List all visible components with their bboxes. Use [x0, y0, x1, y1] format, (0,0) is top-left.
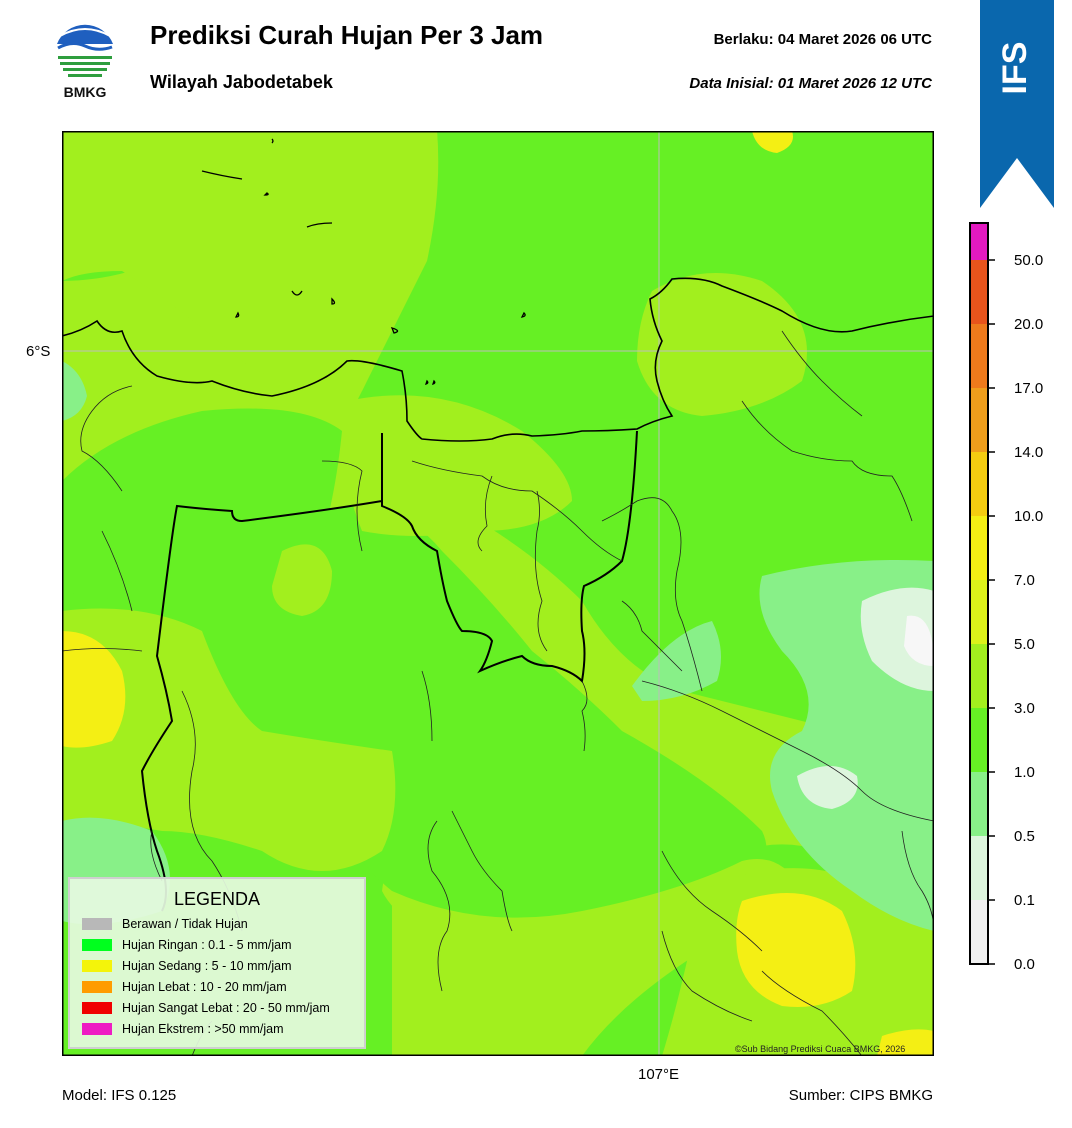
legend-label: Hujan Sangat Lebat : 20 - 50 mm/jam [122, 1001, 330, 1015]
legend-label: Hujan Sedang : 5 - 10 mm/jam [122, 959, 292, 973]
zone-lightgreen-mid [632, 621, 721, 701]
legend-label: Hujan Ringan : 0.1 - 5 mm/jam [122, 938, 292, 952]
colorbar-tick-label: 50.0 [1014, 252, 1043, 269]
legend-item: Hujan Ringan : 0.1 - 5 mm/jam [82, 936, 292, 954]
colorbar-tick-label: 0.0 [1014, 956, 1035, 973]
longitude-label: 107°E [638, 1066, 680, 1083]
zone-yellow-br [736, 893, 856, 1007]
legend-item: Hujan Lebat : 10 - 20 mm/jam [82, 978, 287, 996]
thousand-islands [201, 138, 526, 386]
data-source: Sumber: CIPS BMKG [788, 1087, 933, 1104]
zone-white-right [904, 615, 934, 666]
zone-yellow-corner [877, 1029, 934, 1056]
zone-pale-mid [797, 766, 858, 809]
legend-item: Berawan / Tidak Hujan [82, 915, 248, 933]
region-subtitle: Wilayah Jabodetabek [150, 72, 333, 92]
coastline [62, 277, 934, 442]
colorbar-segment [970, 900, 988, 964]
legend-swatch-heavy [82, 981, 112, 993]
colorbar-segment [970, 260, 988, 324]
legend-item: Hujan Sangat Lebat : 20 - 50 mm/jam [82, 999, 330, 1017]
colorbar-tick-label: 14.0 [1014, 444, 1043, 461]
zone-yellowgreen-right [637, 273, 807, 416]
page-title: Prediksi Curah Hujan Per 3 Jam [150, 20, 544, 50]
zone-yellowgreen-top [62, 131, 438, 393]
colorbar-tick-label: 10.0 [1014, 508, 1043, 525]
model-badge-ribbon: IFS [980, 0, 1054, 208]
map-copyright: ©Sub Bidang Prediksi Cuaca BMKG, 2026 [735, 1044, 906, 1054]
legend-label: Hujan Ekstrem : >50 mm/jam [122, 1022, 284, 1036]
zone-lightgreen-topleft [62, 361, 87, 421]
legend-swatch-very-heavy [82, 1002, 112, 1014]
valid-time: Berlaku: 04 Maret 2026 06 UTC [713, 31, 932, 48]
zone-yellow-left [62, 631, 126, 748]
legend-swatch-extreme [82, 1023, 112, 1035]
zone-yellowgreen-blob [272, 544, 332, 616]
zone-green-center [62, 506, 767, 927]
colorbar-tick-label: 0.5 [1014, 828, 1035, 845]
province-border [62, 131, 638, 912]
colorbar-segment [970, 580, 988, 644]
rainfall-map [62, 131, 934, 1056]
colorbar-segment [970, 836, 988, 900]
colorbar-segment [970, 388, 988, 452]
zone-yellowgreen-left [62, 608, 396, 871]
legend-swatch-moderate [82, 960, 112, 972]
colorbar-segment [970, 772, 988, 836]
colorbar-tick-label: 3.0 [1014, 700, 1035, 717]
bmkg-logo: BMKG [54, 21, 116, 100]
legend-label: Berawan / Tidak Hujan [122, 917, 248, 931]
colorbar-segment [970, 708, 988, 772]
legend-title: LEGENDA [173, 889, 261, 909]
zone-yellow-top [752, 131, 793, 153]
colorbar-tick-label: 20.0 [1014, 316, 1043, 333]
colorbar-tick-label: 17.0 [1014, 380, 1043, 397]
colorbar-segment [970, 324, 988, 388]
legend-swatch-cloudy [82, 918, 112, 930]
legend-item: Hujan Ekstrem : >50 mm/jam [82, 1020, 284, 1038]
map-legend: LEGENDA Berawan / Tidak Hujan Hujan Ring… [68, 877, 366, 1049]
colorbar-tick-label: 5.0 [1014, 636, 1035, 653]
legend-swatch-light [82, 939, 112, 951]
legend-item: Hujan Sedang : 5 - 10 mm/jam [82, 957, 292, 975]
rainfall-colorbar: 0.0 0.1 0.5 1.0 3.0 5.0 7.0 10.0 14.0 17.0 20.0 50.… [969, 222, 1043, 973]
zone-green-left-strip [62, 408, 342, 601]
init-time: Data Inisial: 01 Maret 2026 12 UTC [689, 75, 932, 92]
colorbar-segment [970, 452, 988, 516]
model-info: Model: IFS 0.125 [62, 1087, 177, 1104]
colorbar-segment [970, 516, 988, 580]
colorbar-segment-extreme [970, 223, 988, 260]
colorbar-tick-label: 0.1 [1014, 892, 1035, 909]
colorbar-tick-label: 7.0 [1014, 572, 1035, 589]
colorbar-frame [969, 222, 989, 965]
legend-label: Hujan Lebat : 10 - 20 mm/jam [122, 980, 287, 994]
colorbar-segment [970, 644, 988, 708]
latitude-label: 6°S [26, 343, 51, 360]
svg-text:BMKG: BMKG [64, 84, 107, 100]
zone-yellowgreen-center [344, 395, 572, 536]
zone-pale-right [860, 587, 934, 691]
colorbar-tick-label: 1.0 [1014, 764, 1035, 781]
model-badge-text: IFS [996, 42, 1034, 95]
